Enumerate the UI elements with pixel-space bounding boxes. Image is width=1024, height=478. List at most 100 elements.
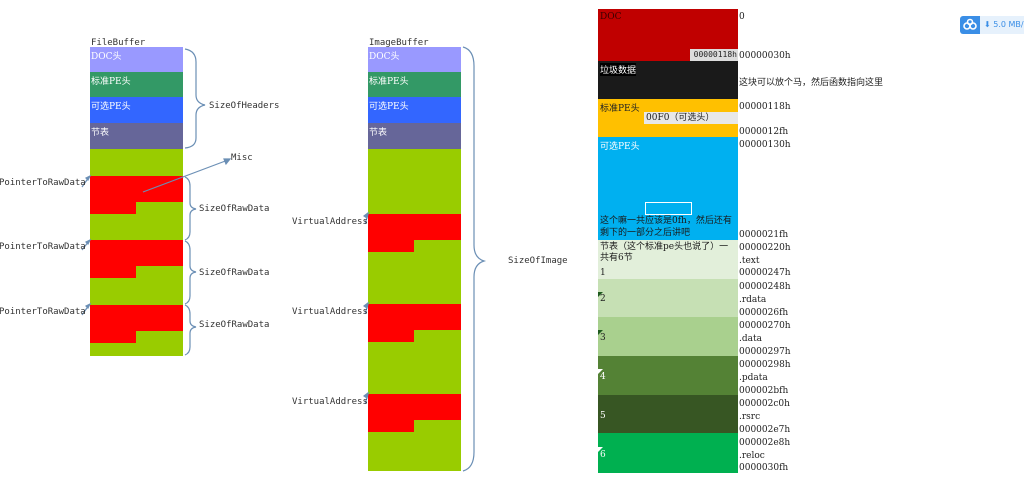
- offset-label: 00000118h: [739, 102, 791, 112]
- comment-marker: [598, 447, 603, 452]
- ib-section-red: [368, 240, 414, 252]
- section-name-label: .data: [739, 334, 762, 344]
- fb-doc-header: DOC头: [90, 47, 183, 72]
- fb-std-pe-header: 标准PE头: [90, 72, 183, 97]
- offset-label: 0: [739, 12, 745, 22]
- size-of-raw-data-label: SizeOfRawData: [199, 320, 270, 330]
- pe-opt-note: 这个嘛一共应该是0fh，然后还有剩下的一部分之后讲吧: [600, 216, 732, 238]
- download-arrow-icon: ⬇: [984, 20, 991, 29]
- fb-section-red: [90, 266, 136, 278]
- offset-label: 0000026fh: [739, 308, 789, 318]
- section-name-label: .pdata: [739, 373, 768, 383]
- offset-label: 0000012fh: [739, 127, 789, 137]
- arrowhead: [84, 238, 92, 246]
- brace-size-of-image: [462, 46, 487, 472]
- section-name-label: .text: [739, 256, 760, 266]
- network-speed-widget[interactable]: ⬇ 5.0 MB/: [960, 16, 1024, 34]
- ib-std-pe-header: 标准PE头: [368, 72, 461, 97]
- virtual-address-label: VirtualAddress: [292, 397, 368, 407]
- pe-section-4-block: 4: [598, 356, 738, 395]
- arrowhead: [362, 211, 369, 219]
- ib-section-red: [368, 330, 414, 342]
- ib-section-table: 节表: [368, 123, 461, 149]
- offset-label: 000002e7h: [739, 425, 791, 435]
- pointer-to-raw-data-label: PointerToRawData: [0, 307, 86, 317]
- imagebuffer-title: ImageBuffer: [369, 38, 429, 48]
- offset-label: 00000248h: [739, 282, 791, 292]
- imagebuffer-column: DOC头 标准PE头 可选PE头 节表: [368, 47, 461, 471]
- pe-opt-header-block: 可选PE头 这个嘛一共应该是0fh，然后还有剩下的一部分之后讲吧: [598, 137, 738, 240]
- pe-std-header-block: 标准PE头 00F0（可选头）: [598, 99, 738, 137]
- pe-section-table-block: 节表（这个标准pe头也说了）一共有6节 1: [598, 240, 738, 279]
- fb-opt-pe-header: 可选PE头: [90, 97, 183, 123]
- offset-label: 0000021fh: [739, 230, 789, 240]
- pe-opt-header-label: 可选PE头: [600, 142, 640, 152]
- arrow-misc: [142, 159, 229, 193]
- filebuffer-column: DOC头 标准PE头 可选PE头 节表: [90, 47, 183, 356]
- fb-section-table: 节表: [90, 123, 183, 149]
- misc-label: Misc: [231, 153, 253, 163]
- filebuffer-title: FileBuffer: [91, 38, 146, 48]
- size-of-raw-data-label: SizeOfRawData: [199, 204, 270, 214]
- size-of-image-label: SizeOfImage: [508, 256, 568, 266]
- pe-text-cursor-box: [645, 202, 692, 215]
- size-of-headers-label: SizeOfHeaders: [209, 101, 280, 111]
- section-number-3: 3: [600, 333, 606, 343]
- fb-section-red: [90, 240, 183, 266]
- arrowhead: [223, 158, 232, 166]
- offset-label: 000002bfh: [739, 386, 789, 396]
- size-of-raw-data-label: SizeOfRawData: [199, 268, 270, 278]
- ib-section-red: [368, 214, 461, 240]
- brace-raw-1: [184, 176, 197, 241]
- arrowhead: [362, 391, 369, 399]
- brace-raw-2: [184, 240, 197, 305]
- ib-section-red: [368, 394, 461, 420]
- offset-label: 00000298h: [739, 360, 791, 370]
- pe-doc-offset-box: 00000118h: [690, 49, 738, 61]
- offset-label: 0000030fh: [739, 463, 789, 473]
- fb-section-red: [90, 331, 136, 343]
- offset-label: 00000030h: [739, 51, 791, 61]
- pe-std-header-label: 标准PE头: [600, 104, 640, 114]
- download-speed: ⬇ 5.0 MB/: [980, 16, 1024, 34]
- ib-section-red: [368, 304, 461, 330]
- virtual-address-label: VirtualAddress: [292, 307, 368, 317]
- fb-section-red: [90, 202, 136, 214]
- arrowhead: [362, 301, 369, 309]
- pe-junk-block: 垃圾数据: [598, 61, 738, 99]
- fb-section-red: [90, 305, 183, 331]
- pe-section-2-block: 2: [598, 279, 738, 317]
- pe-junk-label: 垃圾数据: [600, 63, 637, 76]
- fb-section-red: [90, 176, 183, 202]
- pe-section-3-block: 3: [598, 317, 738, 356]
- offset-label: 000002e8h: [739, 438, 791, 448]
- section-number-5: 5: [600, 411, 606, 421]
- cloud-icon[interactable]: [960, 16, 980, 34]
- brace-size-of-headers: [184, 48, 206, 149]
- section-name-label: .reloc: [739, 451, 765, 461]
- pe-doc-label: DOC: [600, 12, 622, 22]
- offset-label: 00000270h: [739, 321, 791, 331]
- section-number-1: 1: [600, 268, 606, 278]
- section-number-6: 6: [600, 450, 606, 460]
- virtual-address-label: VirtualAddress: [292, 217, 368, 227]
- section-name-label: .rdata: [739, 295, 767, 305]
- comment-marker: [598, 369, 603, 374]
- ib-opt-pe-header: 可选PE头: [368, 97, 461, 123]
- offset-label: 000002c0h: [739, 399, 790, 409]
- comment-marker: [598, 292, 603, 297]
- pointer-to-raw-data-label: PointerToRawData: [0, 242, 86, 252]
- ib-doc-header: DOC头: [368, 47, 461, 72]
- offset-label: 00000247h: [739, 268, 791, 278]
- section-number-4: 4: [600, 372, 606, 382]
- offset-label: 00000220h: [739, 243, 791, 253]
- arrowhead: [84, 174, 92, 182]
- ib-section-red: [368, 420, 414, 432]
- junk-note: 这块可以放个马，然后函数指向这里: [739, 78, 884, 88]
- pe-section-table-note: 节表（这个标准pe头也说了）一共有6节: [600, 242, 729, 263]
- pointer-to-raw-data-label: PointerToRawData: [0, 178, 86, 188]
- pe-opt-size-box: 00F0（可选头）: [644, 112, 738, 124]
- offset-label: 00000297h: [739, 347, 791, 357]
- pe-section-5-block: 5: [598, 395, 738, 433]
